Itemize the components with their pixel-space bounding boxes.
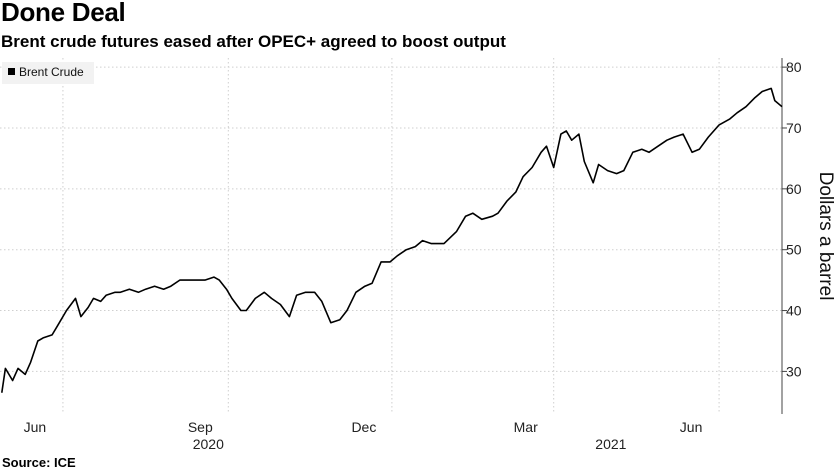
y-tick-label-80: 80: [786, 59, 802, 75]
y-tick-labels: 30 40 50 60 70 80: [782, 59, 802, 379]
x-year-label-2020: 2020: [193, 436, 224, 452]
x-tick-label-sep-1: Sep: [188, 419, 213, 435]
x-tick-label-mar-3: Mar: [514, 419, 538, 435]
legend-swatch-brent-crude: [8, 68, 15, 75]
source-note: Source: ICE: [2, 455, 76, 470]
chart-subtitle: Brent crude futures eased after OPEC+ ag…: [1, 32, 506, 51]
grid-lines: [0, 58, 782, 414]
x-tick-label-jun-0: Jun: [24, 419, 47, 435]
y-tick-label-30: 30: [786, 363, 802, 379]
legend-label-brent-crude: Brent Crude: [19, 65, 84, 79]
series-layer: [1, 87, 783, 393]
x-tick-label-dec-2: Dec: [351, 419, 376, 435]
x-tick-labels: Jun Sep Dec Mar Jun 2020 2021: [24, 419, 703, 452]
series-line-brent-crude: [1, 87, 783, 393]
chart-title: Done Deal: [1, 0, 126, 27]
y-tick-label-50: 50: [786, 242, 802, 258]
x-tick-label-jun-4: Jun: [680, 419, 703, 435]
y-tick-label-70: 70: [786, 120, 802, 136]
y-axis-label: Dollars a barrel: [815, 172, 836, 301]
legend: Brent Crude: [2, 62, 94, 84]
x-year-label-2021: 2021: [595, 436, 626, 452]
legend-box: [2, 62, 94, 84]
y-tick-label-40: 40: [786, 303, 802, 319]
y-tick-label-60: 60: [786, 181, 802, 197]
